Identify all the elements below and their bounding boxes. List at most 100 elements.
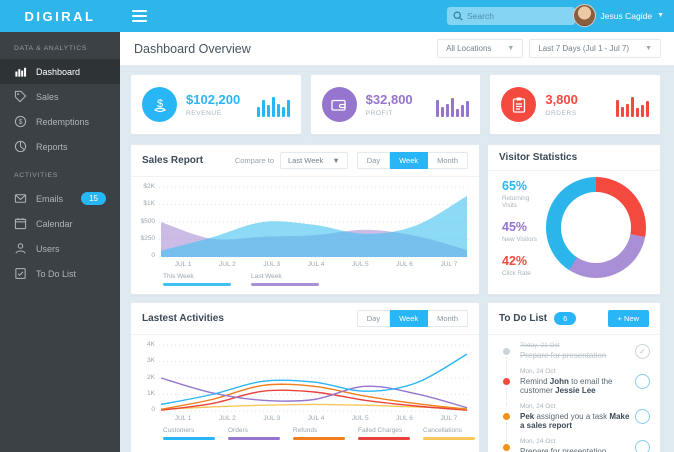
wallet-icon xyxy=(321,87,357,122)
orders-label: ORDERS xyxy=(545,110,577,117)
status-dot xyxy=(503,347,510,355)
money-bag-icon: $ xyxy=(142,87,177,122)
profit-sparkline xyxy=(436,93,470,117)
visitors-donut-chart xyxy=(545,177,646,278)
location-filter-select[interactable]: All Locations ▼ xyxy=(437,39,524,58)
compare-to-value: Last Week xyxy=(288,156,324,165)
check-icon[interactable]: ✓ xyxy=(635,439,650,452)
stats-row: $ $102,200 REVENUE $32,800 PROFIT xyxy=(130,74,662,135)
search-icon xyxy=(453,11,463,21)
metric-new-visitors: 45% New Visitors xyxy=(502,219,537,243)
sales-legend: This Week Last Week xyxy=(137,268,471,286)
date-range-select[interactable]: Last 7 Days (Jul 1 - Jul 7) ▼ xyxy=(529,39,661,58)
tab-month[interactable]: Month xyxy=(428,310,468,327)
svg-text:$: $ xyxy=(156,98,162,110)
revenue-value: $102,200 xyxy=(186,92,241,107)
todo-text: Pek assigned you a task Make a sales rep… xyxy=(520,412,630,430)
tab-month[interactable]: Month xyxy=(428,152,468,169)
tab-day[interactable]: Day xyxy=(356,152,391,169)
location-filter-value: All Locations xyxy=(446,44,492,53)
todo-date: Today, 21 Oct xyxy=(520,342,560,349)
sidebar-item-reports[interactable]: Reports xyxy=(0,134,120,159)
emails-count-badge: 15 xyxy=(81,192,106,205)
legend-refunds: Refunds xyxy=(293,427,345,440)
todo-date: Mon, 24 Oct xyxy=(520,403,556,410)
clipboard-icon xyxy=(501,87,537,122)
visitor-metrics: 65% Returning Visits 45% New Visitors 42… xyxy=(502,179,546,277)
metric-returning-visits: 65% Returning Visits xyxy=(502,178,530,209)
calendar-icon xyxy=(14,218,27,230)
checklist-icon xyxy=(15,268,26,279)
page-header: Dashboard Overview All Locations ▼ Last … xyxy=(120,32,674,66)
todo-date: Mon, 24 Oct xyxy=(520,438,556,445)
date-range-value: Last 7 Days (Jul 1 - Jul 7) xyxy=(538,44,630,53)
user-menu[interactable]: Jesus Cagide ▼ xyxy=(572,4,664,27)
legend-customers: Customers xyxy=(163,427,215,440)
todo-text: Remind John to email the customer Jessie… xyxy=(520,377,613,395)
sidebar-section-label: DATA & ANALYTICS xyxy=(14,45,88,52)
visitor-statistics-card: Visitor Statistics 65% Returning Visits … xyxy=(487,144,661,295)
compare-to-label: Compare to xyxy=(234,156,275,165)
app-logo: DIGIRAL xyxy=(24,8,96,24)
lastest-activities-title: Lastest Activities xyxy=(142,313,224,324)
todo-item: Mon, 24 Oct Pek assigned you a task Make… xyxy=(503,399,650,441)
sales-area-chart xyxy=(159,186,469,258)
legend-cancellations: Cancellations xyxy=(423,427,475,440)
sidebar-item-calendar[interactable]: Calendar xyxy=(0,211,120,236)
sidebar-item-users[interactable]: Users xyxy=(0,236,120,261)
todo-list-card: To Do List 6 + New Today, 21 Oct Prepare… xyxy=(487,302,661,452)
todo-count-badge: 6 xyxy=(554,312,577,325)
activities-x-axis: JUL 1 JUL 2 JUL 3 JUL 4 JUL 5 JUL 6 JUL 7 xyxy=(174,415,458,422)
sidebar-item-label: Emails xyxy=(36,193,64,204)
revenue-label: REVENUE xyxy=(186,110,222,117)
tag-icon xyxy=(14,90,27,103)
sidebar-item-label: Redemptions xyxy=(36,116,90,127)
sidebar-item-label: Calendar xyxy=(36,218,73,229)
svg-text:$: $ xyxy=(19,119,23,126)
pie-chart-icon xyxy=(14,140,27,153)
tab-day[interactable]: Day xyxy=(356,310,391,327)
sidebar-item-label: Dashboard xyxy=(36,66,81,77)
sidebar-item-dashboard[interactable]: Dashboard xyxy=(0,59,120,84)
sales-report-title: Sales Report xyxy=(142,155,204,166)
sidebar-item-redemptions[interactable]: $ Redemptions xyxy=(0,109,120,134)
sidebar: DATA & ANALYTICS Dashboard Sales $ Redem… xyxy=(0,32,120,452)
tab-week[interactable]: Week xyxy=(390,310,429,327)
orders-value: 3,800 xyxy=(545,92,578,107)
sales-y-axis: $2K $1K $500 $250 0 xyxy=(140,183,155,259)
activities-y-axis: 4K 3K 2K 1K 0 xyxy=(147,341,155,413)
check-icon[interactable]: ✓ xyxy=(635,374,650,389)
todo-date: Mon, 24 Oct xyxy=(520,368,556,375)
sidebar-item-emails[interactable]: Emails 15 xyxy=(0,186,120,211)
chevron-down-icon: ▼ xyxy=(657,12,664,19)
chevron-down-icon: ▼ xyxy=(332,156,340,165)
profit-value: $32,800 xyxy=(365,92,413,107)
status-dot xyxy=(503,378,510,385)
profit-label: PROFIT xyxy=(365,110,394,117)
visitor-statistics-title: Visitor Statistics xyxy=(499,152,578,163)
orders-card: 3,800 ORDERS xyxy=(489,74,662,135)
sales-x-axis: JUL 1 JUL 2 JUL 3 JUL 4 JUL 5 JUL 6 JUL 7 xyxy=(174,261,458,268)
user-name: Jesus Cagide xyxy=(600,10,653,21)
sidebar-item-label: Sales xyxy=(36,91,59,102)
status-dot xyxy=(503,443,510,451)
sidebar-item-todo-list[interactable]: To Do List xyxy=(0,261,120,286)
check-icon[interactable]: ✓ xyxy=(635,409,650,424)
menu-toggle-icon[interactable] xyxy=(132,7,147,25)
new-todo-button[interactable]: + New xyxy=(607,310,649,327)
sales-range-tabs: Day Week Month xyxy=(356,152,468,169)
search-input[interactable] xyxy=(467,11,569,21)
chevron-down-icon: ▼ xyxy=(645,45,652,52)
revenue-card: $ $102,200 REVENUE xyxy=(130,74,302,135)
todo-text: Prepare for presentation xyxy=(520,447,607,452)
todo-item: Mon, 24 Oct Remind John to email the cus… xyxy=(503,364,650,406)
sidebar-item-sales[interactable]: Sales xyxy=(0,84,120,109)
activities-line-chart xyxy=(159,344,469,412)
sales-report-card: Sales Report Compare to Last Week ▼ Day … xyxy=(130,144,480,295)
avatar xyxy=(572,4,596,27)
search-box xyxy=(447,7,575,25)
user-icon xyxy=(15,243,26,254)
check-icon[interactable]: ✓ xyxy=(635,343,650,359)
tab-week[interactable]: Week xyxy=(390,152,429,169)
compare-to-select[interactable]: Last Week ▼ xyxy=(280,152,348,169)
